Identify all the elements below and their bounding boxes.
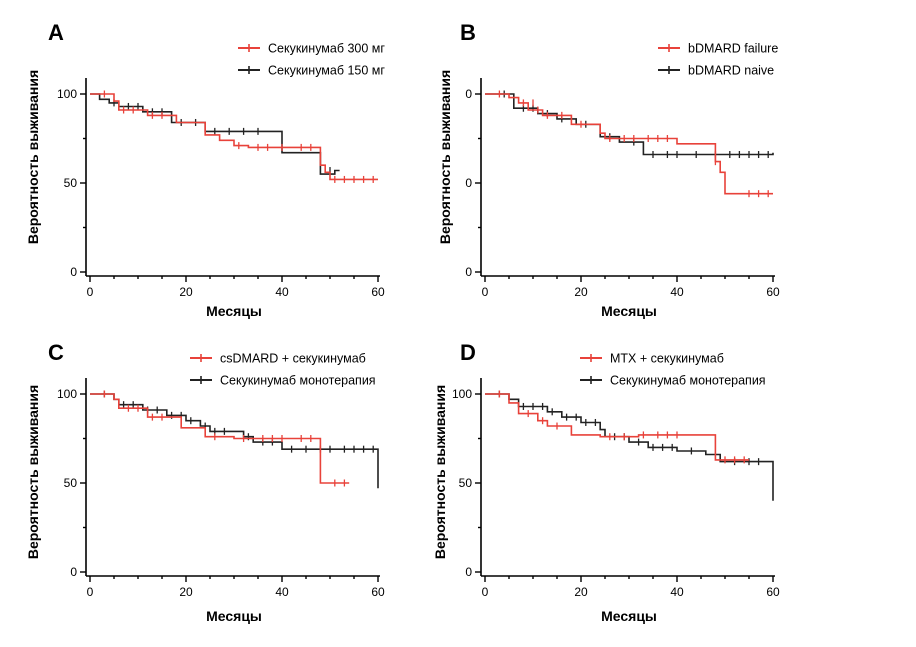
y-tick-label: 0 xyxy=(465,87,472,101)
x-tick-label: 60 xyxy=(766,285,780,299)
panel-letter: C xyxy=(48,340,64,365)
km-curve-red xyxy=(90,93,378,181)
legend-label: bDMARD failure xyxy=(688,42,778,56)
km-curve-red xyxy=(485,393,749,461)
panel-letter: B xyxy=(460,20,476,45)
x-axis-title: Месяцы xyxy=(601,608,657,624)
x-tick-label: 0 xyxy=(87,285,94,299)
x-tick-label: 60 xyxy=(371,285,385,299)
y-tick-label: 0 xyxy=(70,565,77,579)
y-axis-title: Вероятность выживания xyxy=(437,70,453,244)
x-tick-label: 60 xyxy=(371,585,385,599)
km-curve-black xyxy=(90,93,340,175)
legend-entry: csDMARD + секукинумаб xyxy=(190,352,366,366)
legend-label: bDMARD naive xyxy=(688,64,774,78)
legend-entry: Секукинумаб монотерапия xyxy=(190,374,376,388)
x-tick-label: 0 xyxy=(482,285,489,299)
y-tick-label: 100 xyxy=(57,87,77,101)
y-axis-title: Вероятность выживания xyxy=(432,385,448,559)
x-tick-label: 20 xyxy=(179,585,193,599)
legend-label: Секукинумаб 150 мг xyxy=(268,64,385,78)
legend-entry: bDMARD failure xyxy=(658,42,778,56)
legend-entry: Секукинумаб 150 мг xyxy=(238,64,385,78)
x-axis-title: Месяцы xyxy=(601,303,657,319)
y-tick-label: 0 xyxy=(465,176,472,190)
y-tick-label: 50 xyxy=(64,476,78,490)
legend-label: Секукинумаб 300 мг xyxy=(268,42,385,56)
x-tick-label: 20 xyxy=(179,285,193,299)
x-tick-label: 20 xyxy=(574,585,588,599)
x-tick-label: 40 xyxy=(275,585,289,599)
y-axis-title: Вероятность выживания xyxy=(25,70,41,244)
panel-letter: A xyxy=(48,20,64,45)
legend-label: csDMARD + секукинумаб xyxy=(220,352,366,366)
y-tick-label: 50 xyxy=(64,176,78,190)
x-tick-label: 60 xyxy=(766,585,780,599)
legend-entry: Секукинумаб монотерапия xyxy=(580,374,766,388)
legend-entry: Секукинумаб 300 мг xyxy=(238,42,385,56)
legend-entry: bDMARD naive xyxy=(658,64,774,78)
km-curve-red xyxy=(485,93,773,195)
panel-letter: D xyxy=(460,340,476,365)
x-tick-label: 0 xyxy=(482,585,489,599)
chart-panel-a: A 0 50 100 0 20 40 60 Месяцы Вероятность выживани… xyxy=(25,20,385,319)
km-curve-black xyxy=(485,393,774,501)
chart-panel-c: C 0 50 100 0 20 40 60 Месяцы Вероятность выживани… xyxy=(25,340,385,624)
y-tick-label: 0 xyxy=(70,265,77,279)
legend-label: Секукинумаб монотерапия xyxy=(220,374,376,388)
y-tick-label: 100 xyxy=(452,387,472,401)
y-tick-label: 50 xyxy=(459,476,473,490)
legend-label: MTX + секукинумаб xyxy=(610,352,724,366)
x-tick-label: 0 xyxy=(87,585,94,599)
x-tick-label: 40 xyxy=(275,285,289,299)
y-tick-label: 0 xyxy=(465,265,472,279)
x-tick-label: 20 xyxy=(574,285,588,299)
y-tick-label: 100 xyxy=(57,387,77,401)
x-tick-label: 40 xyxy=(670,585,684,599)
x-axis-title: Месяцы xyxy=(206,608,262,624)
y-axis-title: Вероятность выживания xyxy=(25,385,41,559)
km-curve-red xyxy=(90,393,350,484)
legend-label: Секукинумаб монотерапия xyxy=(610,374,766,388)
x-tick-label: 40 xyxy=(670,285,684,299)
x-axis-title: Месяцы xyxy=(206,303,262,319)
y-tick-label: 0 xyxy=(465,565,472,579)
legend-entry: MTX + секукинумаб xyxy=(580,352,724,366)
chart-panel-d: D 0 50 100 0 20 40 60 Месяцы Вероятность выживани… xyxy=(432,340,780,624)
